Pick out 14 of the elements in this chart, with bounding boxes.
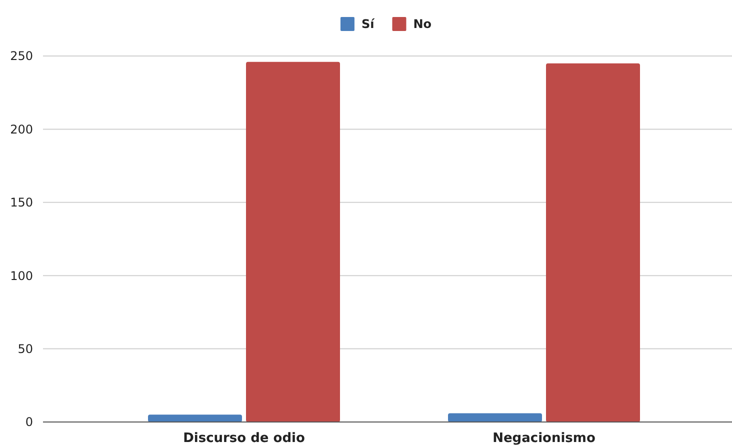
bar bbox=[546, 63, 640, 422]
y-tick-label: 100 bbox=[10, 268, 33, 283]
y-tick-label: 50 bbox=[18, 342, 33, 356]
legend-label: Sí bbox=[361, 17, 376, 31]
legend-label: No bbox=[413, 17, 432, 31]
y-tick-label: 0 bbox=[25, 415, 33, 430]
y-tick-label: 250 bbox=[10, 49, 33, 64]
x-tick-label: Negacionismo bbox=[492, 431, 596, 446]
bar bbox=[448, 413, 542, 422]
y-tick-label: 200 bbox=[10, 122, 33, 136]
bar bbox=[148, 414, 242, 422]
x-tick-label: Discurso de odio bbox=[183, 431, 305, 446]
bar bbox=[246, 62, 340, 422]
y-tick-label: 150 bbox=[10, 196, 33, 210]
